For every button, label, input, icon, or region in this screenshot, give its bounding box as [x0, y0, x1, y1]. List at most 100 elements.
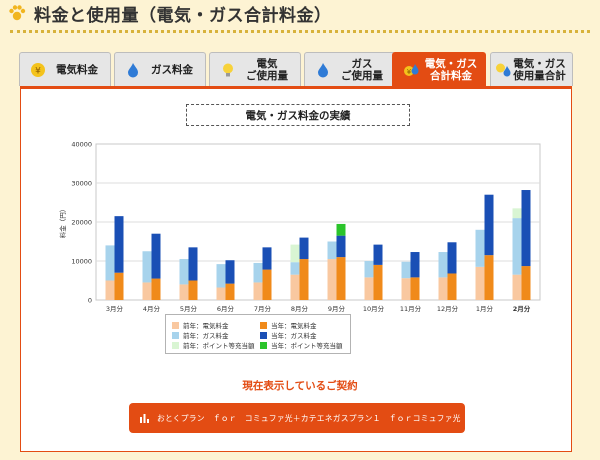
y-tick-label: 10000	[71, 258, 92, 266]
bar-curr-gas	[447, 242, 457, 274]
bar-prev-electric	[179, 284, 189, 300]
x-tick-label: 2月分	[513, 304, 531, 313]
x-tick-label: 10月分	[363, 304, 385, 313]
bar-prev-electric	[290, 274, 300, 300]
bar-curr-gas	[151, 233, 161, 279]
tab-gas-fee[interactable]: ガス料金	[114, 52, 206, 86]
svg-text:¥: ¥	[407, 68, 412, 76]
x-tick-label: 4月分	[143, 304, 161, 313]
legend-item: 当年：ポイント等充当額	[260, 340, 343, 350]
bar-curr-electric	[484, 255, 494, 300]
y-tick-label: 40000	[71, 141, 92, 149]
gas-flame-icon	[128, 63, 138, 78]
tab-label: ガス料金	[151, 64, 193, 76]
tab-bar: ¥ 電気料金 ガス料金 電気 ご使用量 ガス ご使用量 ¥ 電気・ガス 合計料金…	[19, 52, 573, 86]
bar-prev-electric	[142, 282, 152, 300]
bar-curr-electric	[151, 278, 161, 300]
legend-item: 前年：ガス料金	[172, 330, 229, 340]
bar-curr-electric	[336, 257, 346, 300]
legend-item: 前年：電気料金	[172, 320, 229, 330]
plan-button[interactable]: おとくプラン ｆｏｒ コミュファ光＋カテエネガスプラン１ ｆｏｒコミュファ光	[129, 403, 465, 433]
bar-curr-electric	[114, 272, 124, 300]
y-tick-label: 30000	[71, 180, 92, 188]
chart-legend: 前年：電気料金 当年：電気料金 前年：ガス料金 当年：ガス料金 前年：ポイント等…	[165, 314, 351, 354]
bar-prev-electric	[327, 259, 337, 300]
tab-label: 電気 ご使用量	[246, 58, 288, 82]
y-tick-label: 0	[88, 297, 92, 305]
bar-prev-gas	[253, 262, 263, 283]
bar-prev-gas	[438, 252, 448, 278]
bar-curr-gas	[484, 194, 494, 256]
bar-prev-gas	[401, 261, 411, 279]
page-header: 料金と使用量（電気・ガス合計料金）	[0, 0, 600, 26]
tab-total-fee[interactable]: ¥ 電気・ガス 合計料金	[392, 52, 486, 86]
x-tick-label: 11月分	[400, 304, 422, 313]
bar-prev-point	[512, 208, 522, 219]
x-tick-label: 3月分	[106, 304, 124, 313]
bar-prev-electric	[105, 280, 115, 300]
legend-swatch	[172, 331, 179, 339]
bar-prev-gas	[216, 264, 226, 288]
legend-label: 当年：電気料金	[271, 322, 317, 330]
x-tick-label: 5月分	[180, 304, 198, 313]
bar-prev-electric	[216, 287, 226, 300]
legend-swatch	[260, 341, 267, 349]
bar-curr-electric	[188, 280, 198, 300]
bar-prev-electric	[364, 277, 374, 300]
x-tick-label: 8月分	[291, 304, 309, 313]
tab-label: 電気・ガス 使用量合計	[513, 58, 566, 82]
bar-curr-electric	[373, 264, 383, 300]
legend-item: 前年：ポイント等充当額	[172, 340, 255, 350]
chart-title: 電気・ガス料金の実績	[186, 104, 410, 126]
svg-text:¥: ¥	[35, 67, 41, 77]
bar-chart-icon	[140, 414, 149, 423]
page-title: 料金と使用量（電気・ガス合計料金）	[34, 6, 332, 26]
bar-prev-gas	[105, 245, 115, 281]
plan-button-label: おとくプラン ｆｏｒ コミュファ光＋カテエネガスプラン１ ｆｏｒコミュファ光	[157, 413, 461, 423]
bar-curr-electric	[410, 277, 420, 300]
bar-curr-gas	[114, 216, 124, 273]
bar-curr-electric	[299, 259, 309, 300]
tab-label: 電気料金	[56, 64, 98, 76]
legend-label: 当年：ポイント等充当額	[271, 342, 343, 350]
bulb-flame-icon	[496, 63, 511, 77]
bar-curr-gas	[410, 252, 420, 278]
lightbulb-icon	[223, 63, 233, 77]
contract-heading: 現在表示しているご契約	[242, 380, 358, 392]
tab-label: 電気・ガス 合計料金	[424, 58, 478, 82]
cost-bar-chart: 0 10000 20000 30000 40000 料金（円） 3月分 4月分 5月分 6月分 7月…	[58, 141, 541, 313]
x-tick-label: 9月分	[328, 304, 346, 313]
bar-curr-gas	[225, 260, 235, 284]
legend-swatch	[172, 341, 179, 349]
bar-curr-point	[336, 223, 346, 236]
legend-swatch	[172, 321, 179, 329]
bar-prev-point	[290, 244, 300, 263]
tab-electric-fee[interactable]: ¥ 電気料金	[19, 52, 111, 86]
legend-item: 当年：電気料金	[260, 320, 317, 330]
bar-curr-electric	[262, 269, 272, 300]
bar-curr-gas	[262, 247, 272, 270]
tab-electric-usage[interactable]: 電気 ご使用量	[209, 52, 301, 86]
bar-prev-gas	[179, 259, 189, 285]
y-axis-label: 料金（円）	[58, 206, 67, 239]
bar-prev-electric	[475, 266, 485, 300]
legend-label: 前年：ガス料金	[183, 332, 229, 340]
bar-prev-gas	[142, 251, 152, 283]
legend-swatch	[260, 321, 267, 329]
tab-label: ガス ご使用量	[341, 58, 383, 82]
legend-label: 前年：電気料金	[183, 322, 229, 330]
bar-curr-gas	[188, 247, 198, 281]
bar-curr-gas	[521, 190, 531, 267]
y-tick-label: 20000	[71, 219, 92, 227]
tab-total-usage[interactable]: 電気・ガス 使用量合計	[490, 52, 573, 86]
bar-prev-gas	[475, 229, 485, 267]
legend-item: 当年：ガス料金	[260, 330, 317, 340]
x-tick-label: 1月分	[476, 304, 494, 313]
tab-gas-usage[interactable]: ガス ご使用量	[304, 52, 396, 86]
bar-curr-electric	[447, 273, 457, 300]
yen-flame-icon: ¥	[404, 64, 419, 76]
bar-prev-gas	[290, 262, 300, 275]
bar-prev-electric	[253, 282, 263, 300]
bar-prev-gas	[327, 241, 337, 260]
bar-curr-gas	[373, 244, 383, 265]
